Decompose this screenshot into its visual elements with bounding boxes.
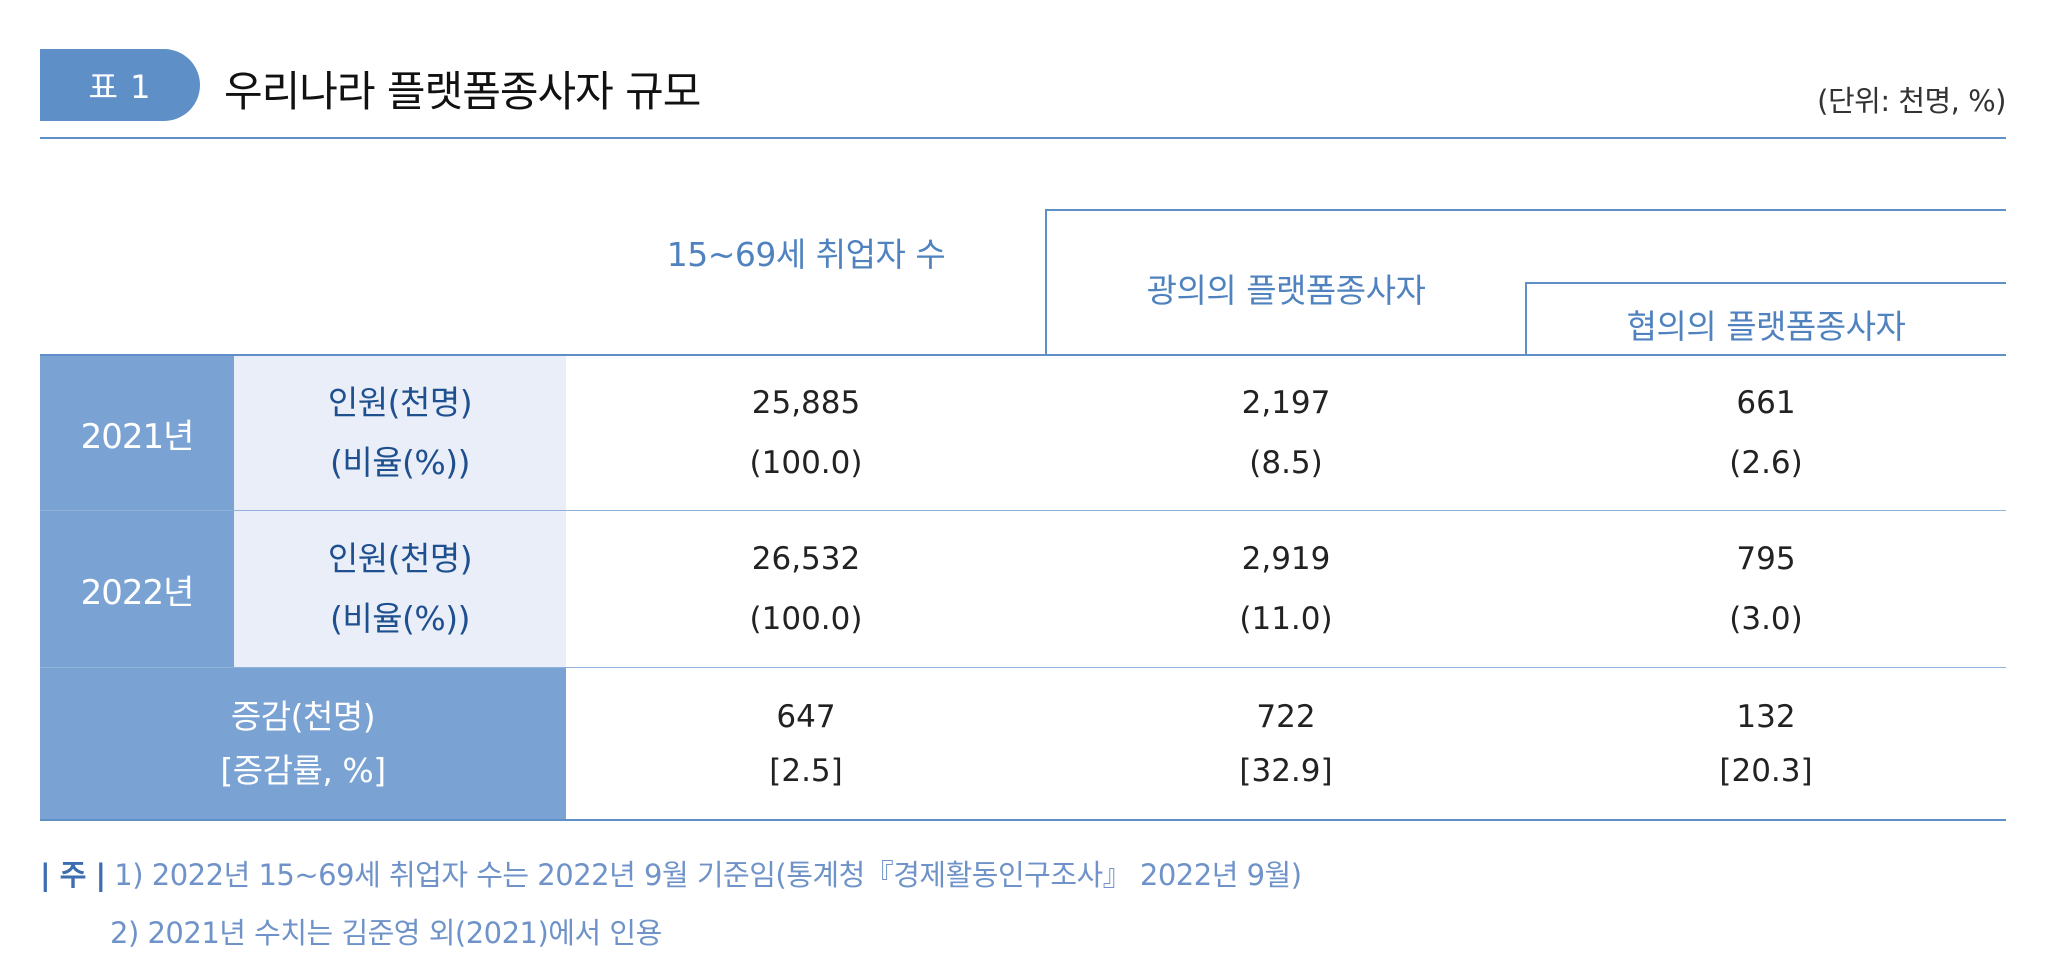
- value-count: 25,885: [751, 385, 861, 421]
- label-count: 인원(천명): [327, 539, 473, 578]
- header-broad-platform: 광의의 플랫폼종사자: [1146, 271, 1426, 310]
- change-count: 647: [776, 699, 836, 735]
- header-employed: 15~69세 취업자 수: [666, 235, 946, 274]
- year-cell-2022: 2022년: [40, 511, 234, 667]
- label-ratio: (비율(%)): [329, 599, 471, 638]
- value-count: 795: [1736, 541, 1796, 577]
- cell-2021-employed: 25,885 (100.0): [566, 356, 1046, 510]
- value-count: 26,532: [751, 541, 861, 577]
- note-line-2: 2) 2021년 수치는 김준영 외(2021)에서 인용: [110, 910, 662, 952]
- change-count: 132: [1736, 699, 1796, 735]
- note-text-1: 1) 2022년 15~69세 취업자 수는 2022년 9월 기준임(통계청『…: [114, 858, 1302, 892]
- value-ratio: (11.0): [1239, 601, 1333, 637]
- cell-2022-broad: 2,919 (11.0): [1046, 511, 1526, 667]
- value-count: 2,197: [1241, 385, 1331, 421]
- year-cell-2021: 2021년: [40, 356, 234, 510]
- cell-change-broad: 722 [32.9]: [1046, 668, 1526, 820]
- cell-2021-narrow: 661 (2.6): [1526, 356, 2006, 510]
- cell-2022-employed: 26,532 (100.0): [566, 511, 1046, 667]
- change-rate: [20.3]: [1719, 753, 1813, 789]
- unit-label: (단위: 천명, %): [1817, 84, 2006, 118]
- header-bottom-rule: [40, 354, 2006, 356]
- value-count: 661: [1736, 385, 1796, 421]
- cell-2022-narrow: 795 (3.0): [1526, 511, 2006, 667]
- table-bottom-rule: [40, 819, 2006, 821]
- value-ratio: (2.6): [1729, 445, 1803, 481]
- label-ratio: (비율(%)): [329, 443, 471, 482]
- change-label-cell: 증감(천명) [증감률, %]: [40, 668, 566, 820]
- value-ratio: (100.0): [749, 601, 863, 637]
- header-top-rule: [1046, 209, 2006, 211]
- header-narrow-platform: 협의의 플랫폼종사자: [1626, 307, 1906, 346]
- table-number-badge: 표 1: [40, 49, 200, 121]
- row-label-2021: 인원(천명) (비율(%)): [234, 356, 566, 510]
- change-rate: [32.9]: [1239, 753, 1333, 789]
- row-rule-2022: [40, 667, 2006, 668]
- label-count: 인원(천명): [327, 383, 473, 422]
- header-divider-narrow: [1525, 282, 1527, 356]
- change-label-line1: 증감(천명): [230, 697, 376, 736]
- cell-change-narrow: 132 [20.3]: [1526, 668, 2006, 820]
- change-count: 722: [1256, 699, 1316, 735]
- table-title: 우리나라 플랫폼종사자 규모: [224, 67, 701, 116]
- header-divider-broad: [1045, 209, 1047, 356]
- value-ratio: (100.0): [749, 445, 863, 481]
- note-prefix: | 주 |: [40, 858, 106, 892]
- cell-2021-broad: 2,197 (8.5): [1046, 356, 1526, 510]
- value-ratio: (8.5): [1249, 445, 1323, 481]
- cell-change-employed: 647 [2.5]: [566, 668, 1046, 820]
- header-mid-rule: [1526, 282, 2006, 284]
- row-rule-2021: [40, 510, 2006, 511]
- row-label-2022: 인원(천명) (비율(%)): [234, 511, 566, 667]
- note-line-1: | 주 | 1) 2022년 15~69세 취업자 수는 2022년 9월 기준…: [40, 852, 1302, 894]
- value-count: 2,919: [1241, 541, 1331, 577]
- title-divider: [40, 137, 2006, 139]
- change-rate: [2.5]: [769, 753, 843, 789]
- change-label-line2: [증감률, %]: [220, 751, 386, 790]
- note-text-2: 2) 2021년 수치는 김준영 외(2021)에서 인용: [110, 916, 662, 950]
- value-ratio: (3.0): [1729, 601, 1803, 637]
